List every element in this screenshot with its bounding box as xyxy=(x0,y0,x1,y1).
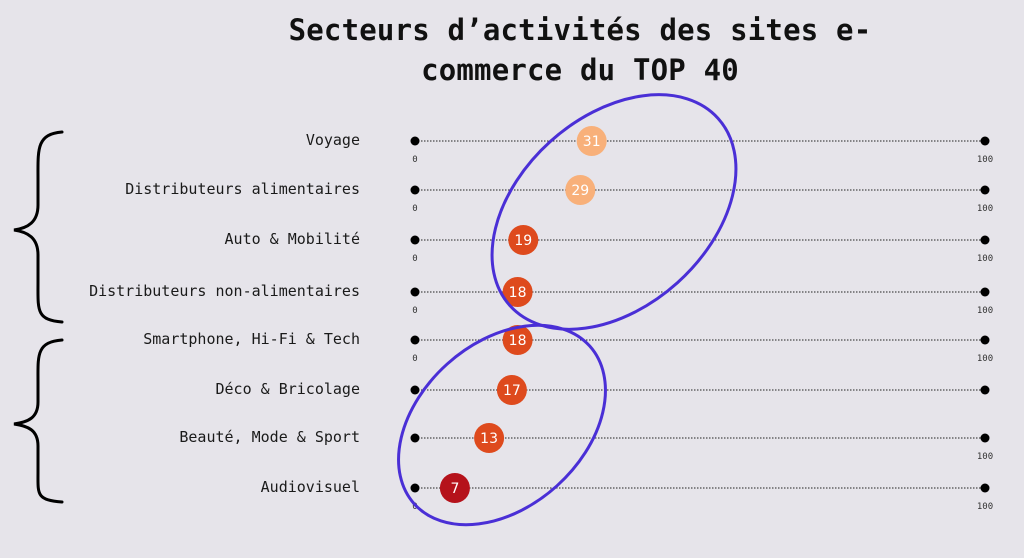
data-label: 18 xyxy=(509,285,527,301)
data-label: 18 xyxy=(509,333,527,349)
x-tick-label-max: 100 xyxy=(977,155,993,165)
category-label: Auto & Mobilité xyxy=(225,230,360,248)
axis-end-marker xyxy=(980,433,990,443)
brace-bottom xyxy=(13,338,64,504)
category-label: Smartphone, Hi-Fi & Tech xyxy=(143,330,360,348)
axis-start-marker xyxy=(410,483,420,493)
axis-start-marker xyxy=(410,385,420,395)
chart-title-line-2: commerce du TOP 40 xyxy=(421,53,739,87)
x-tick-label-max: 100 xyxy=(977,502,993,512)
x-tick-label-min: 0 xyxy=(412,155,417,165)
axis-end-marker xyxy=(980,287,990,297)
axis-end-marker xyxy=(980,385,990,395)
category-label: Distributeurs alimentaires xyxy=(125,180,360,198)
axis-end-marker xyxy=(980,335,990,345)
x-tick-label-max: 100 xyxy=(977,354,993,364)
brace-top xyxy=(13,130,64,324)
data-label: 19 xyxy=(514,233,532,249)
x-tick-label-min: 0 xyxy=(412,502,417,512)
data-point xyxy=(502,325,533,355)
category-label: Beauté, Mode & Sport xyxy=(179,428,360,446)
data-point xyxy=(502,277,533,307)
x-tick-label-min: 0 xyxy=(412,354,417,364)
axis-start-marker xyxy=(410,287,420,297)
axis-start-marker xyxy=(410,433,420,443)
x-tick-label-max: 100 xyxy=(977,306,993,316)
axis-start-marker xyxy=(410,235,420,245)
x-tick-label-max: 100 xyxy=(977,254,993,264)
x-tick-label-min: 0 xyxy=(412,254,417,264)
axis-end-marker xyxy=(980,185,990,195)
data-point xyxy=(576,126,607,156)
data-point xyxy=(439,473,470,503)
axis-end-marker xyxy=(980,483,990,493)
x-tick-label-min: 0 xyxy=(412,204,417,214)
x-tick-label-max: 100 xyxy=(977,204,993,214)
axis-start-marker xyxy=(410,335,420,345)
data-label: 31 xyxy=(583,134,601,150)
axis-start-marker xyxy=(410,136,420,146)
data-point xyxy=(496,375,527,405)
category-label: Audiovisuel xyxy=(261,478,360,496)
data-point xyxy=(508,225,539,255)
category-label: Déco & Bricolage xyxy=(216,380,361,398)
category-label: Voyage xyxy=(306,131,360,149)
data-point xyxy=(565,175,596,205)
data-label: 13 xyxy=(480,431,498,447)
axis-start-marker xyxy=(410,185,420,195)
category-label: Distributeurs non-alimentaires xyxy=(89,282,360,300)
x-tick-label-max: 100 xyxy=(977,452,993,462)
data-label: 7 xyxy=(450,481,459,497)
chart-title: Secteurs d’activités des sites e- commer… xyxy=(200,10,960,90)
data-label: 17 xyxy=(503,383,521,399)
axis-end-marker xyxy=(980,235,990,245)
x-tick-label-min: 0 xyxy=(412,306,417,316)
annotation-ellipse-bottom xyxy=(397,323,607,527)
chart-title-line-1: Secteurs d’activités des sites e- xyxy=(288,13,872,47)
data-label: 29 xyxy=(571,183,589,199)
axis-end-marker xyxy=(980,136,990,146)
annotation-ellipse-top xyxy=(490,93,738,331)
data-point xyxy=(474,423,505,453)
